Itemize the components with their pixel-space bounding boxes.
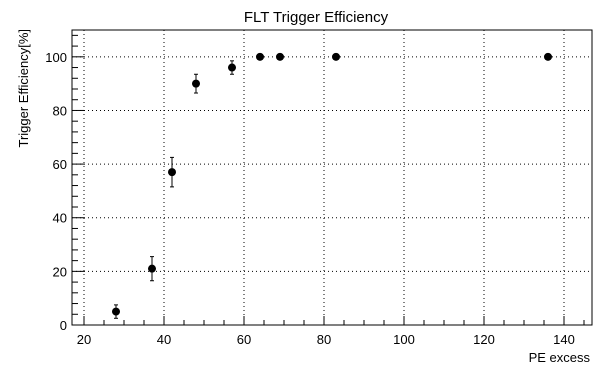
x-tick-label: 40 (157, 332, 171, 347)
data-point (228, 63, 236, 72)
data-point (544, 52, 552, 61)
data-point (112, 307, 120, 316)
x-axis-label: PE excess (529, 350, 591, 365)
y-tick-label: 20 (53, 264, 67, 279)
y-tick-label: 60 (53, 157, 67, 172)
y-axis-label: Trigger Efficiency[%] (16, 29, 31, 148)
x-tick-label: 100 (393, 332, 415, 347)
x-tick-label: 80 (317, 332, 331, 347)
y-tick-label: 40 (53, 211, 67, 226)
data-point (256, 52, 264, 61)
data-point (192, 79, 200, 88)
data-point (276, 52, 284, 61)
y-tick-label: 80 (53, 103, 67, 118)
x-tick-label: 140 (553, 332, 575, 347)
axis-ticks (72, 34, 585, 326)
y-tick-label: 0 (60, 318, 67, 333)
data-points (112, 52, 552, 319)
data-point (148, 264, 156, 273)
plot-frame (71, 29, 593, 326)
x-tick-label: 120 (473, 332, 495, 347)
x-tick-label: 60 (237, 332, 251, 347)
data-point (168, 168, 176, 177)
chart-title: FLT Trigger Efficiency (244, 9, 389, 26)
y-tick-label: 100 (45, 50, 67, 65)
x-tick-label: 20 (77, 332, 91, 347)
data-point (332, 52, 340, 61)
x-tick-labels: 20 40 60 80 100 120 140 (77, 332, 575, 347)
y-tick-labels: 0 20 40 60 80 100 (45, 50, 67, 333)
